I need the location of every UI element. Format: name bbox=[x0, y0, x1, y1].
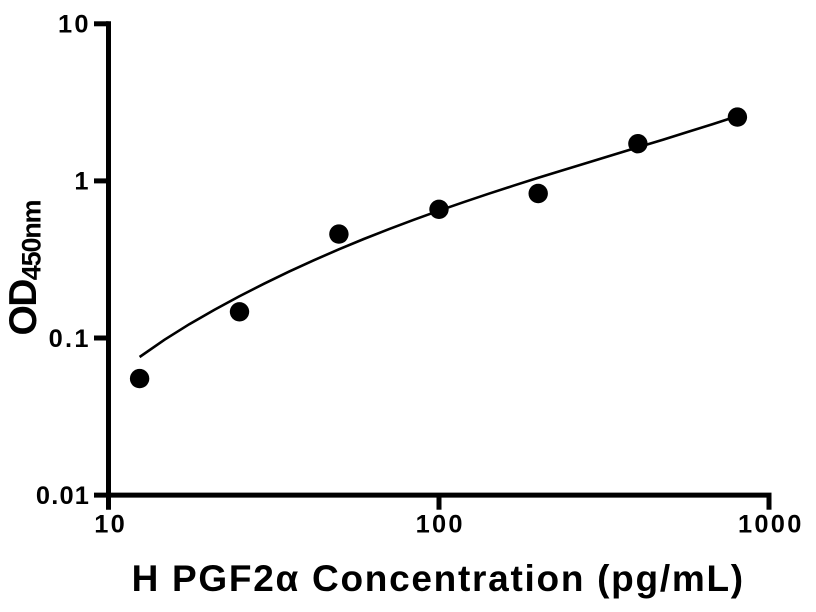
svg-text:100: 100 bbox=[416, 510, 465, 538]
svg-text:1000: 1000 bbox=[738, 510, 804, 538]
svg-text:H PGF2α Concentration (pg/mL): H PGF2α Concentration (pg/mL) bbox=[132, 558, 745, 599]
svg-text:1: 1 bbox=[74, 168, 90, 196]
svg-text:0.1: 0.1 bbox=[49, 325, 91, 353]
svg-text:10: 10 bbox=[94, 510, 127, 538]
svg-text:0.01: 0.01 bbox=[36, 482, 90, 510]
svg-text:10: 10 bbox=[58, 11, 91, 39]
